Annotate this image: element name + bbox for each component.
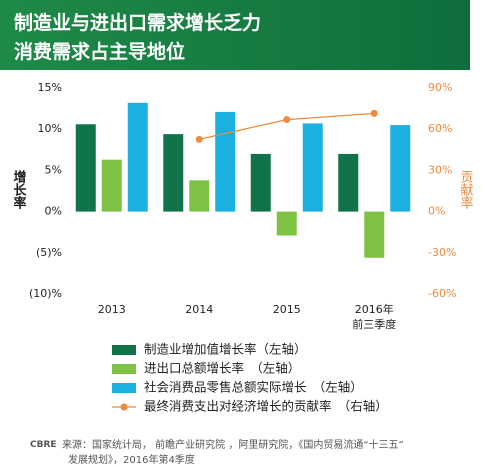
y2-tick-label: 90% bbox=[428, 81, 452, 94]
y2-tick-label: 0% bbox=[428, 205, 445, 218]
y2-tick-label: -60% bbox=[428, 287, 456, 300]
bar bbox=[250, 153, 271, 212]
line-marker bbox=[370, 109, 378, 117]
x-tick-label: 2014 bbox=[185, 303, 214, 316]
x-tick-label: 2016年 前三季度 bbox=[352, 303, 397, 331]
bar bbox=[215, 111, 236, 212]
y2-tick-label: 30% bbox=[428, 163, 452, 176]
legend-label: 最终消费支出对经济增长的贡献率 （右轴） bbox=[144, 399, 388, 414]
bar bbox=[101, 159, 122, 212]
legend-label: 社会消费品零售总额实际增长 （左轴） bbox=[144, 380, 363, 395]
bar bbox=[302, 123, 323, 212]
legend-swatch bbox=[112, 364, 136, 374]
source: 来源：国家统计局， 前瞻产业研究院 ，阿里研究院，《国内贸易流通“十三五” bbox=[62, 440, 404, 451]
y2-axis-label: 贡献率 bbox=[458, 170, 474, 209]
bar bbox=[390, 125, 411, 212]
bar bbox=[338, 153, 359, 212]
bar bbox=[276, 211, 297, 236]
x-tick-label: 2013 bbox=[97, 303, 126, 316]
bar bbox=[189, 180, 210, 212]
y2-tick-label: 60% bbox=[428, 122, 452, 135]
chart-title: 消费需求占主导地位 bbox=[14, 41, 186, 63]
y-tick-label: (10)% bbox=[29, 287, 62, 300]
chart-title: 制造业与进出口需求增长乏力 bbox=[14, 12, 262, 34]
legend-swatch bbox=[120, 403, 128, 411]
y-tick-label: (5)% bbox=[36, 246, 62, 259]
bar bbox=[75, 124, 96, 212]
legend-label: 进出口总额增长率 （左轴） bbox=[144, 361, 300, 376]
legend-swatch bbox=[112, 345, 136, 355]
legend-label: 制造业增加值增长率（左轴） bbox=[144, 342, 307, 357]
bar bbox=[163, 134, 184, 212]
x-tick-label: 2015 bbox=[272, 303, 301, 316]
bar bbox=[127, 102, 148, 212]
y-tick-label: 10% bbox=[38, 122, 62, 135]
y-tick-label: 15% bbox=[38, 81, 62, 94]
bar bbox=[364, 211, 385, 258]
brand: CBRE bbox=[30, 440, 57, 450]
y-tick-label: 5% bbox=[45, 163, 62, 176]
title-banner: 制造业与进出口需求增长乏力 消费需求占主导地位 bbox=[0, 0, 470, 70]
line-marker bbox=[283, 116, 291, 124]
source: 发展规划》，2016年第4季度 bbox=[68, 455, 195, 466]
y2-tick-label: -30% bbox=[428, 246, 456, 259]
legend-swatch bbox=[112, 383, 136, 393]
y-axis-label: 增长率 bbox=[11, 169, 27, 210]
y-tick-label: 0% bbox=[45, 205, 62, 218]
line-marker bbox=[195, 135, 203, 143]
